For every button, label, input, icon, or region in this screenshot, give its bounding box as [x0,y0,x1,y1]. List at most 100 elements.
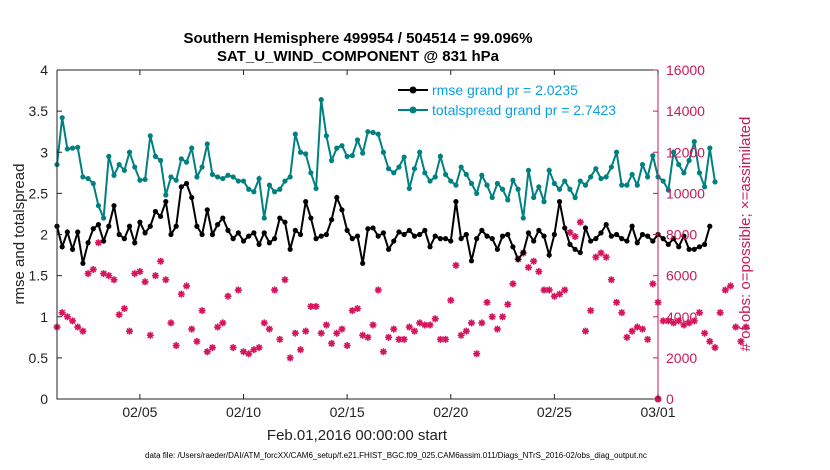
totalspread-point [64,146,70,152]
obs-marker [727,282,735,290]
y-right-tick-label: 10000 [666,185,705,201]
obs-marker [473,350,481,358]
totalspread-point [650,152,656,159]
totalspread-point [427,178,433,184]
obs-marker [317,329,325,337]
rmse-point [75,229,81,235]
rmse-point [401,231,407,238]
rmse-point [313,236,319,242]
totalspread-point [411,166,418,172]
obs-marker [354,305,361,313]
rmse-point [354,233,361,239]
obs-marker [670,319,678,327]
totalspread-point [132,164,138,170]
rmse-point [619,236,625,242]
obs-marker [151,272,159,280]
totalspread-point [608,164,614,170]
x-axis-label: Feb.01,2016 00:00:00 start [267,427,448,444]
rmse-point [194,223,200,229]
obs-marker [587,307,595,315]
obs-marker [483,298,491,306]
totalspread-point [712,179,718,185]
rmse-point [147,223,153,229]
obs-marker [141,278,149,286]
totalspread-point [691,138,697,145]
rmse-point [484,233,490,239]
rmse-point [189,194,195,201]
totalspread-point [556,186,563,192]
legend-spread-label: totalspread grand pr = 2.7423 [432,102,616,118]
totalspread-point [199,164,205,170]
totalspread-point [380,149,387,155]
obs-marker [291,329,299,337]
rmse-point [474,236,480,242]
obs-marker [302,327,310,335]
totalspread-point [458,164,464,170]
rmse-point [80,260,86,266]
rmse-point [292,227,298,233]
rmse-point [137,219,143,225]
totalspread-point [287,174,293,180]
totalspread-point [468,180,475,187]
rmse-point [593,236,599,242]
rmse-point [225,227,231,233]
obs-marker [556,290,564,298]
obs-marker [571,233,579,241]
totalspread-point [546,167,552,173]
totalspread-point [365,129,371,135]
totalspread-point [313,185,319,192]
y-right-tick-label: 4000 [666,309,697,325]
rmse-point [69,246,76,252]
totalspread-point [406,185,412,192]
totalspread-point [442,171,449,178]
rmse-point [215,222,221,228]
rmse-point [520,249,526,256]
obs-marker [695,309,703,317]
obs-marker [276,335,284,343]
rmse-point [468,258,475,264]
totalspread-point [629,171,635,178]
obs-marker [493,325,501,333]
obs-marker [395,335,403,343]
totalspread-point [303,151,309,157]
totalspread-point [385,166,392,172]
totalspread-point [277,186,283,192]
obs-marker [462,327,470,335]
obs-marker [265,325,273,333]
totalspread-point [531,194,537,201]
y-left-tick-label: 2.5 [29,185,49,201]
obs-marker [328,339,336,347]
totalspread-point [634,182,640,188]
obs-marker [613,298,621,306]
obs-marker [732,323,740,331]
rmse-point [608,233,614,239]
obs-marker [597,249,605,257]
obs-marker [467,319,475,327]
obs-marker [58,309,66,317]
totalspread-point [126,149,133,155]
totalspread-point [95,203,102,209]
totalspread-point [645,174,651,180]
obs-marker [737,337,745,345]
rmse-point [272,236,278,242]
obs-marker [385,333,393,341]
totalspread-point [266,182,273,188]
rmse-point [707,223,713,229]
y-left-tick-label: 0.5 [29,350,49,366]
totalspread-point [334,145,340,151]
totalspread-point [489,194,495,201]
rmse-point [660,236,666,242]
obs-marker [644,335,652,343]
totalspread-point [116,161,122,168]
obs-marker [208,344,216,352]
obs-marker [478,319,486,327]
rmse-point [64,229,70,235]
rmse-point [681,233,687,239]
rmse-point [505,231,511,238]
rmse-point [261,230,267,236]
totalspread-point [613,149,620,155]
rmse-point [546,252,552,258]
obs-marker [162,276,170,284]
totalspread-point [344,153,350,159]
obs-marker [550,292,558,300]
